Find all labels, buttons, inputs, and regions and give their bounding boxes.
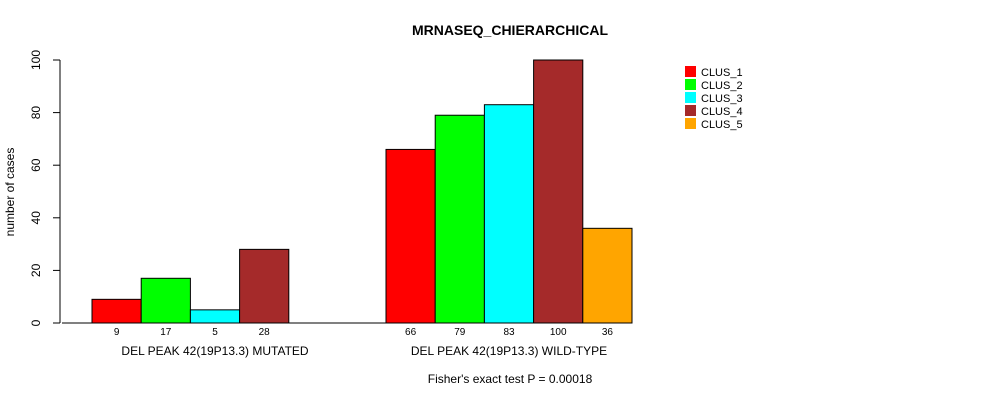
legend-swatch: [685, 92, 696, 103]
legend-label: CLUS_3: [701, 93, 743, 105]
bar-clus-1: [91, 298, 142, 324]
bar-clus-4: [239, 248, 290, 324]
legend-label: CLUS_2: [701, 80, 743, 92]
bar-count-label: 9: [114, 327, 120, 338]
bar-groups: 9 17 5 28 DEL PEAK 42(19P13.3) MUTATED 66 79 83…: [62, 59, 633, 358]
y-tick-label: 40: [29, 211, 43, 225]
legend-label: CLUS_1: [701, 67, 743, 79]
bar-clus-5: [582, 227, 633, 324]
bar-group-2: 66 79 83 100 36 DEL PEAK 42(19P13.3) WILD-TYP…: [356, 59, 633, 358]
bar-count-label: 100: [550, 327, 567, 338]
y-tick-label: 80: [29, 106, 43, 120]
chart-title: MRNASEQ_CHIERARCHICAL: [412, 22, 608, 38]
bar-count-label: 28: [259, 327, 271, 338]
bar-count-label: 83: [503, 327, 515, 338]
bar-count-label: 66: [405, 327, 417, 338]
y-tick-label: 60: [29, 158, 43, 172]
legend-swatch: [685, 105, 696, 116]
bar-count-label: 5: [212, 327, 218, 338]
legend-label: CLUS_4: [701, 106, 743, 118]
y-tick-label: 100: [29, 50, 43, 70]
legend-swatch: [685, 79, 696, 90]
y-tick-label: 20: [29, 263, 43, 277]
bar-count-label: 79: [454, 327, 466, 338]
legend-swatch: [685, 118, 696, 129]
bar-clus-1: [385, 148, 436, 324]
bar-clus-3: [483, 104, 535, 324]
bar-count-label: 36: [602, 327, 614, 338]
group-label: DEL PEAK 42(19P13.3) WILD-TYPE: [411, 344, 607, 358]
legend-label: CLUS_5: [701, 119, 743, 131]
bar-group-1: 9 17 5 28 DEL PEAK 42(19P13.3) MUTATED: [62, 248, 386, 358]
y-tick-label: 0: [29, 319, 43, 326]
fisher-test-footnote: Fisher's exact test P = 0.00018: [428, 372, 593, 386]
bar-clus-4: [533, 59, 584, 324]
y-axis-label: number of cases: [3, 148, 17, 237]
y-axis: 0 20 40 60 80 100: [29, 50, 61, 326]
legend-swatch: [685, 66, 696, 77]
bar-count-label: 17: [160, 327, 172, 338]
bar-clus-2: [140, 277, 191, 324]
group-label: DEL PEAK 42(19P13.3) MUTATED: [121, 344, 309, 358]
bar-clus-3: [189, 309, 241, 324]
bar-clus-2: [434, 114, 485, 324]
